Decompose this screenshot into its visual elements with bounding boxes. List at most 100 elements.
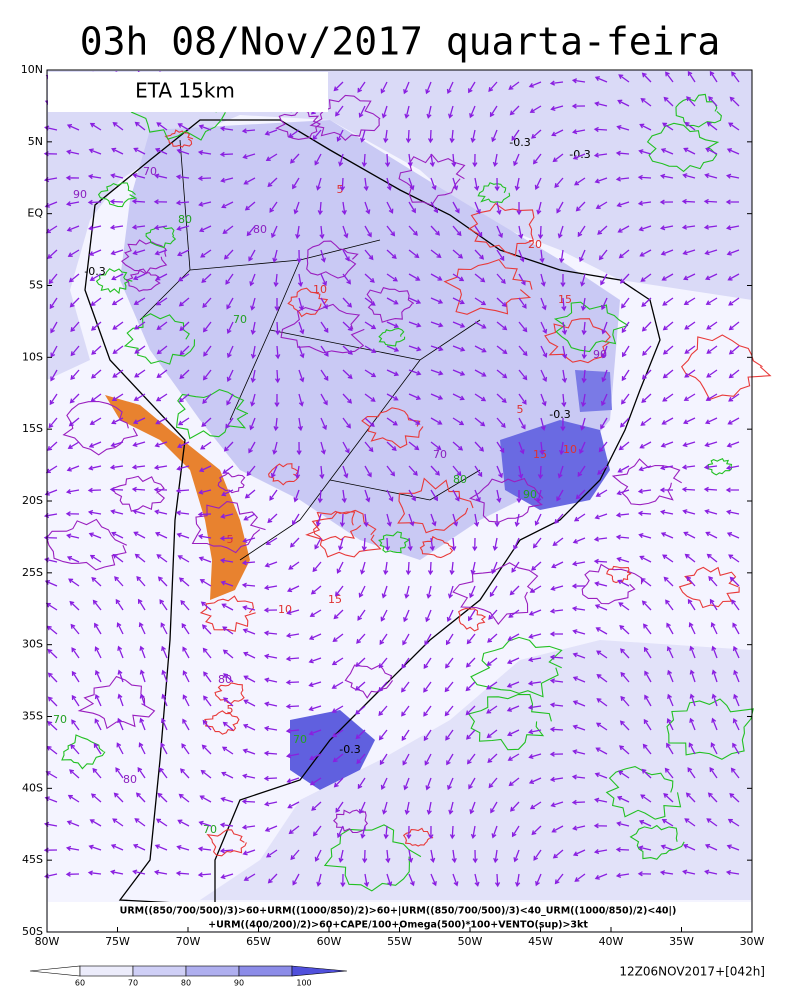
wind-arrow xyxy=(472,849,478,864)
wind-arrow xyxy=(242,605,256,611)
wind-arrow xyxy=(110,869,124,875)
wind-arrow xyxy=(182,718,190,731)
wind-arrow xyxy=(65,845,80,851)
wind-arrow xyxy=(549,726,564,733)
wind-arrow xyxy=(444,705,454,717)
wind-arrow xyxy=(430,489,438,502)
wind-arrow xyxy=(386,417,398,426)
wind-arrow xyxy=(153,464,168,471)
wind-arrow xyxy=(298,321,305,335)
lon-label: 80W xyxy=(35,935,60,948)
wind-arrow xyxy=(528,609,542,616)
wind-arrow xyxy=(511,825,520,838)
contour-line xyxy=(62,400,139,456)
contour-label: 70 xyxy=(233,313,247,326)
wind-arrow xyxy=(527,704,542,710)
wind-arrow xyxy=(292,177,300,190)
wind-arrow xyxy=(704,869,718,875)
wind-arrow xyxy=(202,297,212,309)
contour-line xyxy=(214,682,245,705)
wind-arrow xyxy=(540,345,548,358)
wind-arrow xyxy=(549,80,564,86)
wind-arrow xyxy=(430,849,436,864)
contour-line xyxy=(681,334,772,401)
wind-arrow xyxy=(66,533,80,539)
wind-arrow xyxy=(68,273,80,283)
wind-arrow xyxy=(474,513,480,528)
wind-arrow xyxy=(638,533,652,539)
wind-arrow xyxy=(272,441,278,455)
wind-arrow xyxy=(405,129,412,144)
wind-arrow xyxy=(273,417,279,432)
wind-arrow xyxy=(90,793,102,803)
wind-arrow xyxy=(408,249,420,259)
wind-arrow xyxy=(241,798,256,805)
wind-arrow xyxy=(549,654,564,660)
wind-arrow xyxy=(549,751,564,757)
wind-arrow xyxy=(708,96,718,107)
wind-arrow xyxy=(110,173,124,179)
contour-label: 20 xyxy=(528,238,542,251)
wind-arrow xyxy=(659,173,674,179)
wind-arrow xyxy=(117,717,124,731)
wind-arrow xyxy=(94,718,102,731)
wind-arrow xyxy=(243,513,256,521)
wind-arrow xyxy=(539,249,545,264)
wind-arrow xyxy=(639,555,652,563)
wind-arrow xyxy=(687,767,696,779)
wind-arrow xyxy=(381,585,388,599)
timestamp: 12Z06NOV2017+[042h] xyxy=(619,965,765,979)
wind-arrow xyxy=(703,486,718,493)
wind-arrow xyxy=(574,177,586,186)
wind-arrow xyxy=(615,512,630,518)
wind-arrow xyxy=(386,441,397,451)
wind-arrow xyxy=(472,537,478,552)
wind-arrow xyxy=(600,273,608,286)
wind-arrow xyxy=(221,201,234,209)
wind-arrow xyxy=(535,873,542,887)
wind-arrow xyxy=(115,598,124,611)
wind-arrow xyxy=(667,693,674,707)
wind-arrow xyxy=(615,176,630,182)
wind-arrow xyxy=(429,537,435,552)
wind-arrow xyxy=(161,717,168,731)
wind-arrow xyxy=(726,532,740,539)
wind-arrow xyxy=(427,129,434,144)
wind-arrow xyxy=(202,393,212,404)
wind-arrow xyxy=(536,489,542,503)
wind-arrow xyxy=(618,74,630,83)
wind-arrow xyxy=(378,729,388,741)
wind-arrow xyxy=(91,345,102,355)
wind-arrow xyxy=(364,465,372,478)
wind-arrow xyxy=(360,825,366,839)
wind-arrow xyxy=(486,657,498,666)
wind-arrow xyxy=(111,417,124,425)
wind-arrow xyxy=(154,531,168,539)
wind-arrow xyxy=(203,695,212,707)
wind-arrow xyxy=(69,297,80,308)
contour-label: 70 xyxy=(203,823,217,836)
wind-arrow xyxy=(594,513,608,520)
wind-arrow xyxy=(67,249,80,257)
wind-arrow xyxy=(659,199,674,205)
wind-arrow xyxy=(203,345,212,357)
wind-arrow xyxy=(219,848,234,854)
wind-arrow xyxy=(88,441,102,448)
wind-arrow xyxy=(643,718,652,731)
wind-arrow xyxy=(65,511,80,517)
wind-arrow xyxy=(620,695,630,707)
contour-label: 90 xyxy=(523,488,537,501)
wind-arrow xyxy=(250,321,256,336)
colorbar-label: 90 xyxy=(234,979,244,988)
wind-arrow xyxy=(134,818,146,827)
wind-arrow xyxy=(132,173,146,179)
wind-arrow xyxy=(621,369,630,382)
wind-arrow xyxy=(640,273,652,282)
wind-arrow xyxy=(92,767,102,779)
wind-arrow xyxy=(494,513,500,528)
wind-arrow xyxy=(222,626,234,635)
wind-arrow xyxy=(531,129,542,139)
map-area: 70 80 90 70 80 -0.3 -0.3 5 10 15 20 70 80 -0.3 5 10 15 90… xyxy=(43,69,772,933)
wind-arrow xyxy=(528,633,542,639)
wind-arrow xyxy=(689,669,696,683)
